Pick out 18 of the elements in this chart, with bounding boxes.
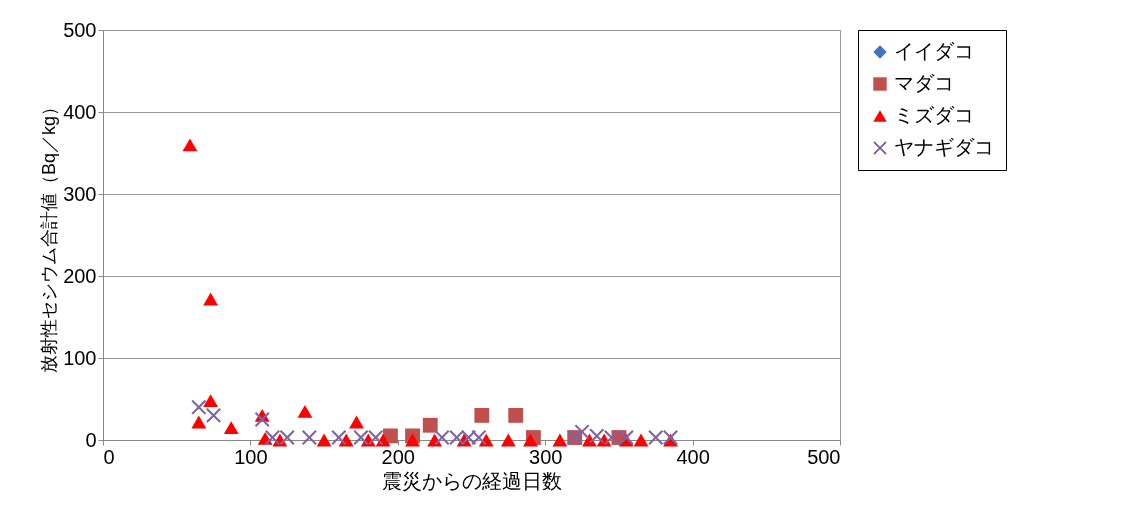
y-tick-label: 200 [63,264,97,287]
x-tick-label: 300 [529,445,563,468]
y-tick-label: 400 [63,100,97,123]
x-tick-label: 0 [103,445,115,468]
legend-label: ヤナギダコ [894,136,994,158]
y-axis-title: 放射性セシウム合計値（Bq／kg） [39,97,60,374]
legend-label: マダコ [894,72,954,94]
x-axis-title: 震災からの経過日数 [382,469,562,492]
y-tick-label: 0 [85,428,97,451]
y-tick-label: 500 [63,18,97,41]
y-tick-label: 300 [63,182,97,205]
legend-label: ミズダコ [894,104,974,126]
y-tick-label: 100 [63,346,97,369]
x-tick-label: 500 [807,445,841,468]
x-tick-label: 100 [234,445,268,468]
x-tick-label: 400 [676,445,710,468]
legend-label: イイダコ [894,40,974,62]
x-tick-label: 200 [381,445,415,468]
